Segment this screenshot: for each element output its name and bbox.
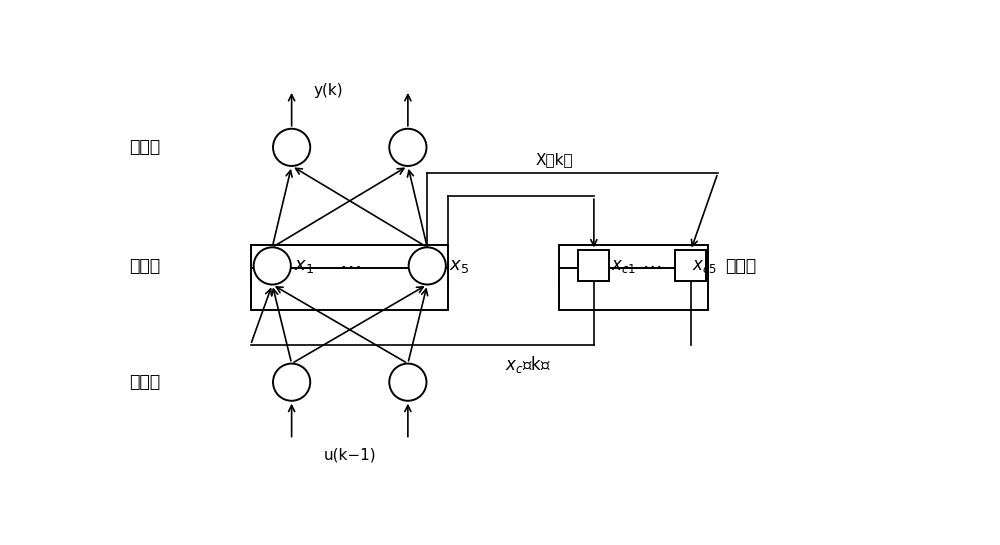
- Bar: [559, 268, 708, 310]
- Circle shape: [389, 129, 426, 166]
- Circle shape: [273, 364, 310, 401]
- Text: $x_c$（k）: $x_c$（k）: [505, 354, 551, 376]
- Text: $x_{c5}$: $x_{c5}$: [692, 257, 717, 275]
- Text: $\cdots$: $\cdots$: [642, 257, 662, 275]
- Text: $x_5$: $x_5$: [449, 257, 469, 275]
- Text: 承接层: 承接层: [726, 257, 757, 275]
- Circle shape: [409, 247, 446, 284]
- Text: 输入层: 输入层: [129, 373, 160, 391]
- Bar: [675, 250, 706, 281]
- Text: $x_{c1}$: $x_{c1}$: [611, 257, 636, 275]
- Bar: [251, 245, 448, 287]
- Bar: [578, 250, 609, 281]
- Circle shape: [389, 364, 426, 401]
- Text: y(k): y(k): [313, 83, 343, 98]
- Circle shape: [273, 129, 310, 166]
- Text: $\cdots$: $\cdots$: [339, 256, 361, 276]
- Circle shape: [254, 247, 291, 284]
- Bar: [251, 268, 448, 310]
- Text: X（k）: X（k）: [536, 152, 573, 167]
- Text: 输出层: 输出层: [129, 138, 160, 156]
- Text: u(k−1): u(k−1): [323, 447, 376, 463]
- Bar: [559, 245, 708, 287]
- Text: $x_1$: $x_1$: [294, 257, 314, 275]
- Text: 隐含层: 隐含层: [129, 257, 160, 275]
